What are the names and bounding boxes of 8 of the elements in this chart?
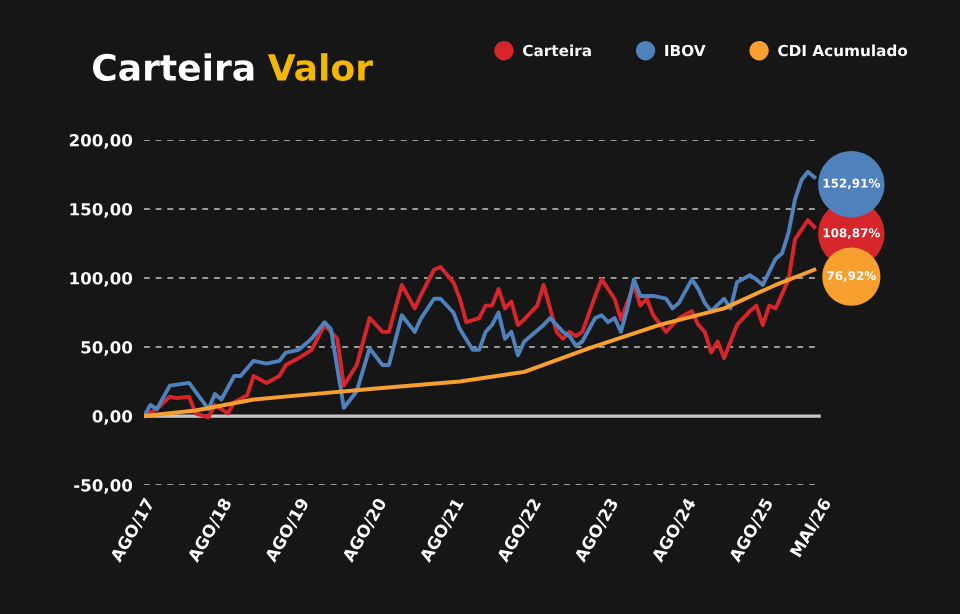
line-series: [144, 267, 817, 418]
y-tick-label: 150,00: [70, 202, 133, 218]
y-tick-label: 200,00: [69, 133, 133, 149]
y-tick-label: 0,00: [92, 410, 133, 425]
y-tick-label: -50,00: [74, 479, 133, 494]
chart-title: Carteira Valor: [93, 53, 373, 82]
y-tick-label: 50,00: [81, 341, 133, 356]
y-tick-label: 100,00: [70, 271, 133, 287]
